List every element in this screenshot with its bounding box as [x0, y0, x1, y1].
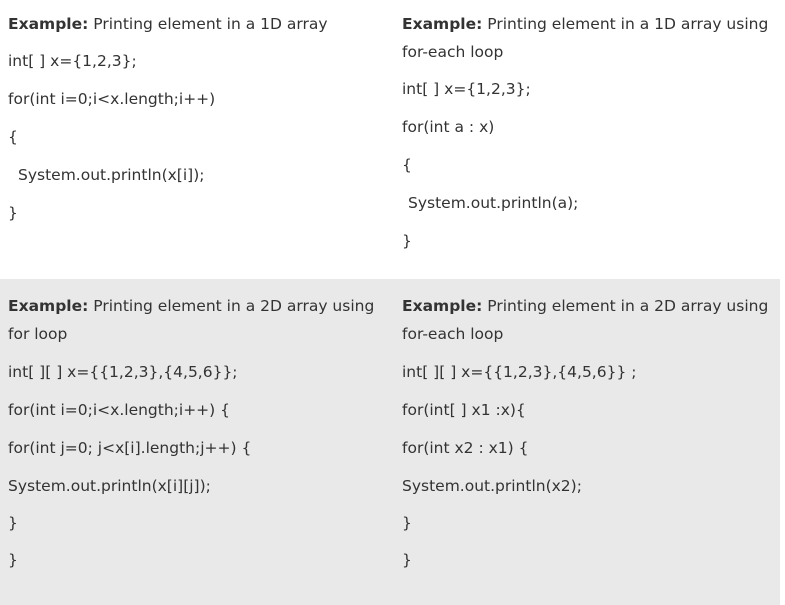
example-label: Example: — [402, 297, 483, 315]
example-label: Example: — [8, 297, 89, 315]
code-line: for(int i=0;i<x.length;i++) — [8, 90, 216, 108]
code-line: int[ ][ ] x={{1,2,3},{4,5,6}}; — [8, 363, 238, 381]
example-description: Printing element in a 1D array using for… — [402, 15, 769, 61]
example-title: Example: Printing element in a 2D array … — [8, 292, 388, 348]
code-line: } — [402, 551, 412, 569]
code-line: for(int[ ] x1 :x){ — [402, 401, 526, 419]
code-line: for(int j=0; j<x[i].length;j++) { — [8, 439, 252, 457]
example-label: Example: — [402, 15, 483, 33]
example-description: Printing element in a 1D array — [88, 15, 328, 33]
code-line: int[ ][ ] x={{1,2,3},{4,5,6}} ; — [402, 363, 637, 381]
code-line: } — [402, 232, 412, 250]
code-line: } — [8, 514, 18, 532]
example-description: Printing element in a 2D array using for… — [8, 297, 375, 343]
code-line: for(int x2 : x1) { — [402, 439, 529, 457]
code-line: for(int a : x) — [402, 118, 495, 136]
example-title: Example: Printing element in a 1D array … — [402, 10, 774, 66]
code-line: } — [402, 514, 412, 532]
table-row: Example: Printing element in a 1D array … — [0, 0, 780, 279]
code-line: System.out.println(x[i]); — [18, 166, 205, 184]
code-line: int[ ] x={1,2,3}; — [8, 52, 137, 70]
code-line: int[ ] x={1,2,3}; — [402, 80, 531, 98]
code-line: } — [8, 204, 18, 222]
example-title: Example: Printing element in a 1D array — [8, 10, 328, 38]
example-title: Example: Printing element in a 2D array … — [402, 292, 774, 348]
code-line: { — [8, 128, 18, 146]
code-line: for(int i=0;i<x.length;i++) { — [8, 401, 231, 419]
code-line: System.out.println(a); — [408, 194, 579, 212]
code-line: System.out.println(x2); — [402, 477, 582, 495]
code-line: } — [8, 551, 18, 569]
example-description: Printing element in a 2D array using for… — [402, 297, 769, 343]
example-label: Example: — [8, 15, 89, 33]
code-line: System.out.println(x[i][j]); — [8, 477, 211, 495]
table-row: Example: Printing element in a 2D array … — [0, 279, 780, 605]
code-line: { — [402, 156, 412, 174]
